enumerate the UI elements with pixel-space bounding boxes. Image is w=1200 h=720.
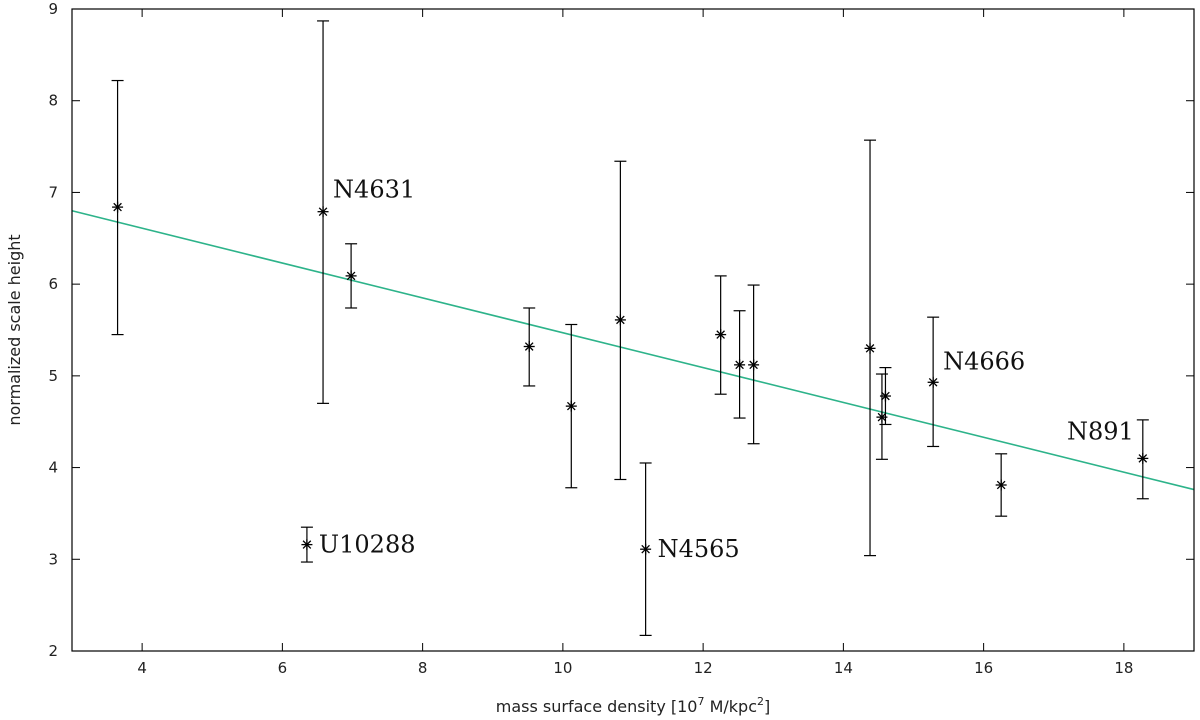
marker-stroke <box>318 207 328 216</box>
marker-stroke <box>616 315 625 325</box>
x-tick-label: 8 <box>418 659 428 677</box>
data-point <box>345 243 358 309</box>
y-tick-label: 3 <box>48 550 58 568</box>
data-point <box>714 275 727 395</box>
x-tick-label: 14 <box>834 659 853 677</box>
data-point <box>875 373 888 460</box>
point-annotation: N891 <box>1067 417 1134 445</box>
marker-stroke <box>346 271 356 281</box>
data-point <box>879 367 892 426</box>
y-axis-label: normalized scale height <box>5 234 24 425</box>
x-axis-label-sup2: 2 <box>757 695 764 708</box>
x-tick-label: 18 <box>1114 659 1133 677</box>
data-point <box>565 323 578 489</box>
data-point <box>747 284 760 445</box>
marker-stroke <box>928 377 938 387</box>
marker-stroke <box>716 330 725 339</box>
x-tick-label: 4 <box>137 659 147 677</box>
y-tick-label: 2 <box>48 642 58 660</box>
point-annotation: N4565 <box>658 535 740 563</box>
marker-stroke <box>749 360 758 370</box>
data-point <box>927 316 940 448</box>
x-tick-label: 10 <box>553 659 572 677</box>
axis-ticks: 4 6 8 10 12 14 16 18 2 3 4 5 6 7 8 9 <box>48 0 1194 677</box>
x-tick-label: 12 <box>694 659 713 677</box>
data-point <box>733 310 746 419</box>
data-point <box>317 20 330 404</box>
marker-stroke <box>302 540 312 549</box>
point-annotation: U10288 <box>319 531 416 559</box>
marker-stroke <box>877 412 887 422</box>
data-point <box>1136 419 1149 500</box>
y-tick-label: 7 <box>48 183 58 201</box>
y-tick-label: 4 <box>48 459 58 477</box>
x-axis-label-suffix: ] <box>764 697 770 716</box>
y-tick-label: 5 <box>48 367 58 385</box>
y-tick-label: 6 <box>48 275 58 293</box>
marker-stroke <box>735 360 744 370</box>
point-annotation: N4666 <box>943 347 1025 375</box>
x-axis-label-middle: M/kpc <box>704 697 757 716</box>
data-point <box>111 79 124 336</box>
data-point <box>300 526 313 563</box>
marker-stroke <box>996 480 1006 490</box>
data-point <box>614 160 627 481</box>
fit-line <box>71 209 1195 491</box>
x-tick-label: 6 <box>278 659 288 677</box>
y-tick-label: 9 <box>48 0 58 18</box>
x-tick-label: 16 <box>974 659 993 677</box>
x-axis-label-prefix: mass surface density [10 <box>496 697 698 716</box>
marker-stroke <box>566 401 576 411</box>
x-axis-label-sup1: 7 <box>697 695 704 708</box>
data-point <box>864 139 877 557</box>
marker-stroke <box>1138 454 1148 463</box>
point-annotation: N4631 <box>333 176 415 204</box>
marker-stroke <box>865 344 875 353</box>
y-tick-label: 8 <box>48 92 58 110</box>
plot-frame <box>71 8 1195 652</box>
plot-content: U10288 N4631 N4565 N4666 N891 <box>71 20 1195 637</box>
x-axis-label: mass surface density [107 M/kpc2] <box>496 695 770 716</box>
marker-stroke <box>641 544 650 554</box>
marker-stroke <box>881 391 890 401</box>
data-point <box>523 307 536 387</box>
marker-stroke <box>524 342 534 351</box>
data-point <box>639 462 652 637</box>
marker-stroke <box>113 202 122 212</box>
data-point <box>995 453 1008 517</box>
